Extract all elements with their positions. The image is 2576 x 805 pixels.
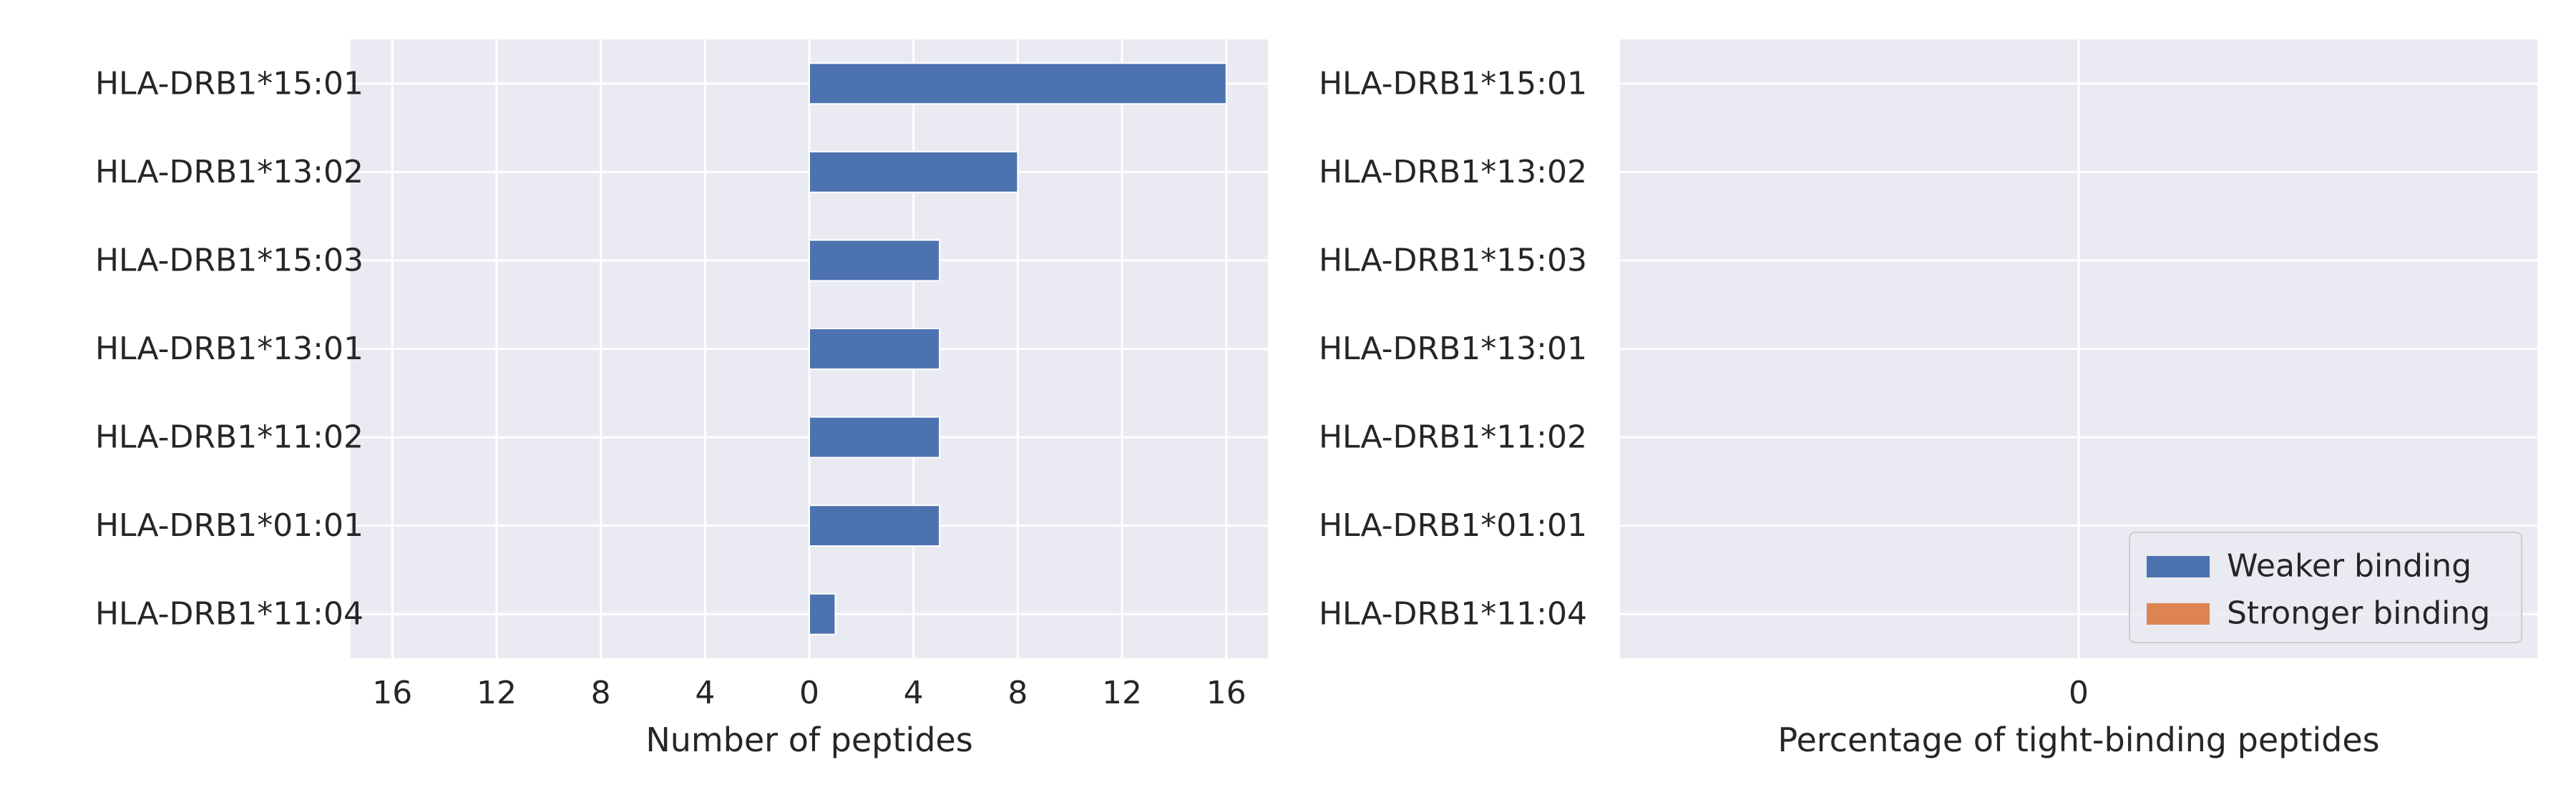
bar-weaker-binding xyxy=(809,239,941,282)
y-tick-label: HLA-DRB1*13:01 xyxy=(1319,331,1587,367)
chart-panel-tight-binding-percentage: HLA-DRB1*15:01 HLA-DRB1*13:02 HLA-DRB1*15:… xyxy=(1319,39,2537,759)
x-tick-label: 8 xyxy=(1008,675,1028,711)
bar-weaker-binding xyxy=(809,62,1227,105)
y-tick-label: HLA-DRB1*11:04 xyxy=(95,596,364,633)
x-axis-label: Number of peptides xyxy=(645,721,972,759)
y-tick-label: HLA-DRB1*01:01 xyxy=(95,507,364,544)
bar-weaker-binding xyxy=(809,416,941,459)
y-tick-label: HLA-DRB1*11:04 xyxy=(1319,596,1587,633)
y-tick-label: HLA-DRB1*15:03 xyxy=(1319,242,1587,278)
y-tick-label: HLA-DRB1*15:01 xyxy=(1319,65,1587,102)
legend-swatch-stronger-binding xyxy=(2147,603,2210,625)
y-tick-label: HLA-DRB1*11:02 xyxy=(95,419,364,456)
x-tick-label: 12 xyxy=(1102,675,1142,711)
legend: Weaker binding Stronger binding xyxy=(2129,532,2522,643)
bar-weaker-binding xyxy=(809,504,941,547)
legend-box xyxy=(2129,532,2522,643)
x-tick-label: 0 xyxy=(2069,675,2089,711)
x-tick-label: 16 xyxy=(1206,675,1246,711)
legend-label: Stronger binding xyxy=(2227,595,2490,632)
legend-swatch-weaker-binding xyxy=(2147,556,2210,577)
bar-weaker-binding xyxy=(809,328,941,370)
bar-weaker-binding xyxy=(809,592,836,635)
x-tick-label: 0 xyxy=(799,675,819,711)
bar-weaker-binding xyxy=(809,150,1019,193)
y-tick-label: HLA-DRB1*13:02 xyxy=(95,154,364,190)
y-tick-label: HLA-DRB1*15:01 xyxy=(95,65,364,102)
x-tick-label: 16 xyxy=(372,675,412,711)
x-tick-label: 4 xyxy=(695,675,715,711)
y-tick-label: HLA-DRB1*13:01 xyxy=(95,331,364,367)
y-tick-label: HLA-DRB1*01:01 xyxy=(1319,507,1587,544)
chart-panel-peptide-count: HLA-DRB1*15:01 HLA-DRB1*13:02 HLA-DRB1*15:… xyxy=(95,39,1268,759)
y-tick-label: HLA-DRB1*13:02 xyxy=(1319,154,1587,190)
x-axis-label: Percentage of tight-binding peptides xyxy=(1777,721,2379,759)
y-tick-label: HLA-DRB1*15:03 xyxy=(95,242,364,278)
x-tick-label: 8 xyxy=(591,675,611,711)
x-tick-label: 12 xyxy=(477,675,517,711)
legend-label: Weaker binding xyxy=(2227,548,2472,585)
x-tick-label: 4 xyxy=(904,675,924,711)
y-tick-label: HLA-DRB1*11:02 xyxy=(1319,419,1587,456)
